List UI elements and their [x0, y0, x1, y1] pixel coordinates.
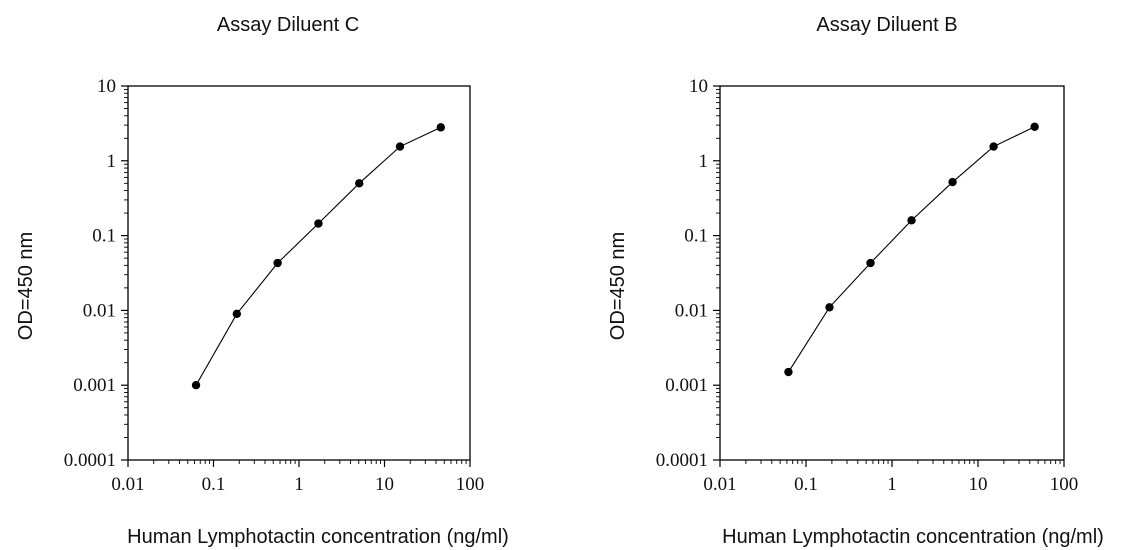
y-tick-label: 0.0001	[656, 450, 708, 471]
x-tick-label: 0.1	[202, 474, 226, 495]
x-axis-label: Human Lymphotactin concentration (ng/ml)	[722, 526, 1104, 548]
x-tick-label: 1	[887, 474, 897, 495]
x-tick-label: 100	[456, 474, 485, 495]
chart-panel-assay-diluent-b: Assay Diluent B OD=450 nm Human Lymphota…	[607, 14, 1104, 548]
y-tick-label: 10	[97, 76, 116, 97]
y-axis-label: OD=450 nm	[607, 232, 629, 340]
x-axis-label: Human Lymphotactin concentration (ng/ml)	[127, 526, 509, 548]
data-point	[989, 142, 998, 151]
y-tick-label: 1	[107, 151, 117, 172]
x-tick-label: 0.01	[703, 474, 736, 495]
x-tick-label: 0.1	[794, 474, 818, 495]
data-point	[907, 216, 916, 225]
y-tick-label: 0.001	[665, 375, 708, 396]
series-line	[787, 126, 1035, 373]
y-tick-label: 10	[689, 76, 708, 97]
data-point	[1030, 122, 1039, 131]
plot-frame	[127, 85, 471, 461]
y-tick-label: 1	[699, 151, 709, 172]
data-point	[825, 303, 834, 312]
y-tick-label: 0.001	[73, 375, 116, 396]
x-tick-label: 1	[294, 474, 304, 495]
data-point	[436, 123, 446, 132]
y-tick-label: 0.1	[92, 226, 116, 247]
series-line	[195, 126, 442, 386]
x-tick-label: 0.01	[111, 474, 144, 495]
data-point	[395, 142, 405, 151]
y-tick-label: 0.01	[675, 300, 708, 321]
data-point	[314, 219, 323, 228]
y-tick-label: 0.01	[83, 300, 116, 321]
plot-area: 0.0001 0.001 0.01 0.1 1 10 0.01 0.1 1 10 100	[64, 76, 485, 495]
data-point	[191, 381, 201, 390]
data-point	[355, 179, 364, 188]
plot-area: 0.0001 0.001 0.01 0.1 1 10 0.01 0.1 1 10 100	[656, 76, 1079, 495]
y-axis-label: OD=450 nm	[15, 232, 37, 340]
plot-frame	[719, 85, 1065, 461]
data-point	[273, 258, 282, 268]
y-tick-label: 0.1	[684, 226, 708, 247]
data-point	[948, 177, 957, 187]
chart-panel-assay-diluent-c: Assay Diluent C OD=450 nm Human Lymphota…	[15, 14, 509, 548]
x-tick-label: 10	[375, 474, 394, 495]
chart-title: Assay Diluent C	[217, 14, 359, 36]
data-point	[866, 258, 875, 268]
data-point	[232, 309, 242, 319]
y-tick-label: 0.0001	[64, 450, 116, 471]
data-point	[784, 367, 793, 377]
x-tick-label: 10	[969, 474, 988, 495]
x-tick-label: 100	[1050, 474, 1079, 495]
chart-title: Assay Diluent B	[816, 14, 957, 36]
